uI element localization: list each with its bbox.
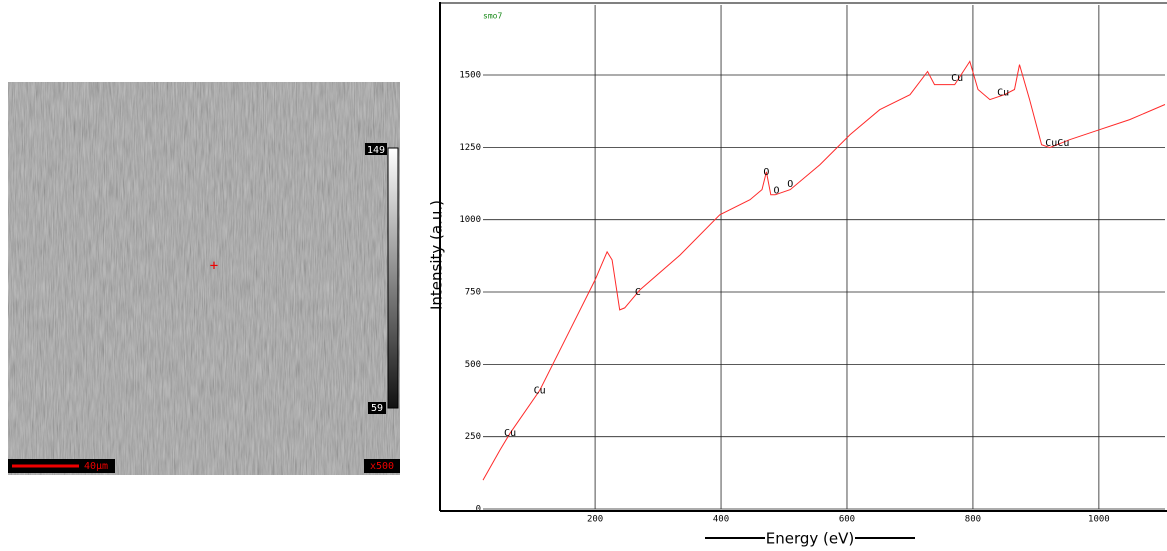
x-tick-label: 1000 — [1088, 515, 1110, 525]
marker: + — [210, 258, 218, 274]
x-axis-title: Energy (eV) — [766, 530, 854, 548]
peak-label: Cu — [997, 87, 1009, 98]
scale-label: 40µm — [84, 461, 108, 472]
y-tick-label: 0 — [476, 505, 481, 515]
colorbar — [387, 147, 399, 409]
colorbar-max: 149 — [367, 145, 385, 156]
peak-label: CuCu — [1045, 138, 1069, 149]
y-tick-label: 250 — [465, 432, 481, 442]
y-axis-title: Intensity (a.u.) — [428, 200, 446, 310]
y-tick-label: 750 — [465, 288, 481, 298]
x-tick-label: 800 — [965, 515, 981, 525]
peak-label: Cu — [951, 73, 963, 84]
y-tick-label: 1500 — [459, 71, 481, 81]
peak-label: Cu — [504, 428, 516, 439]
x-tick-label: 400 — [713, 515, 729, 525]
peak-label: Cu — [534, 385, 546, 396]
y-tick-label: 500 — [465, 360, 481, 370]
y-tick-label: 1250 — [459, 143, 481, 153]
colorbar-min: 59 — [371, 403, 383, 414]
mag-bg — [364, 459, 400, 473]
peak-label: O — [763, 167, 769, 178]
tag: smo7 — [483, 12, 502, 21]
chart: smo7 Energy (eV) Intensity (a.u.) — [428, 2, 1167, 548]
peak-label: O — [773, 186, 779, 197]
peak-label: C — [635, 287, 641, 298]
spectrum-line — [482, 60, 1166, 481]
micrograph-tint — [8, 82, 400, 475]
magnification: x500 — [370, 461, 394, 472]
x-tick-label: 200 — [587, 515, 603, 525]
peak-label: O — [787, 179, 793, 190]
label-bg — [365, 143, 387, 155]
y-tick-label: 1000 — [459, 215, 481, 225]
micrograph — [8, 82, 400, 475]
sem-image: + 149 59 40µm x500 — [8, 82, 400, 475]
label-bg — [368, 402, 386, 414]
x-tick-label: 600 — [839, 515, 855, 525]
